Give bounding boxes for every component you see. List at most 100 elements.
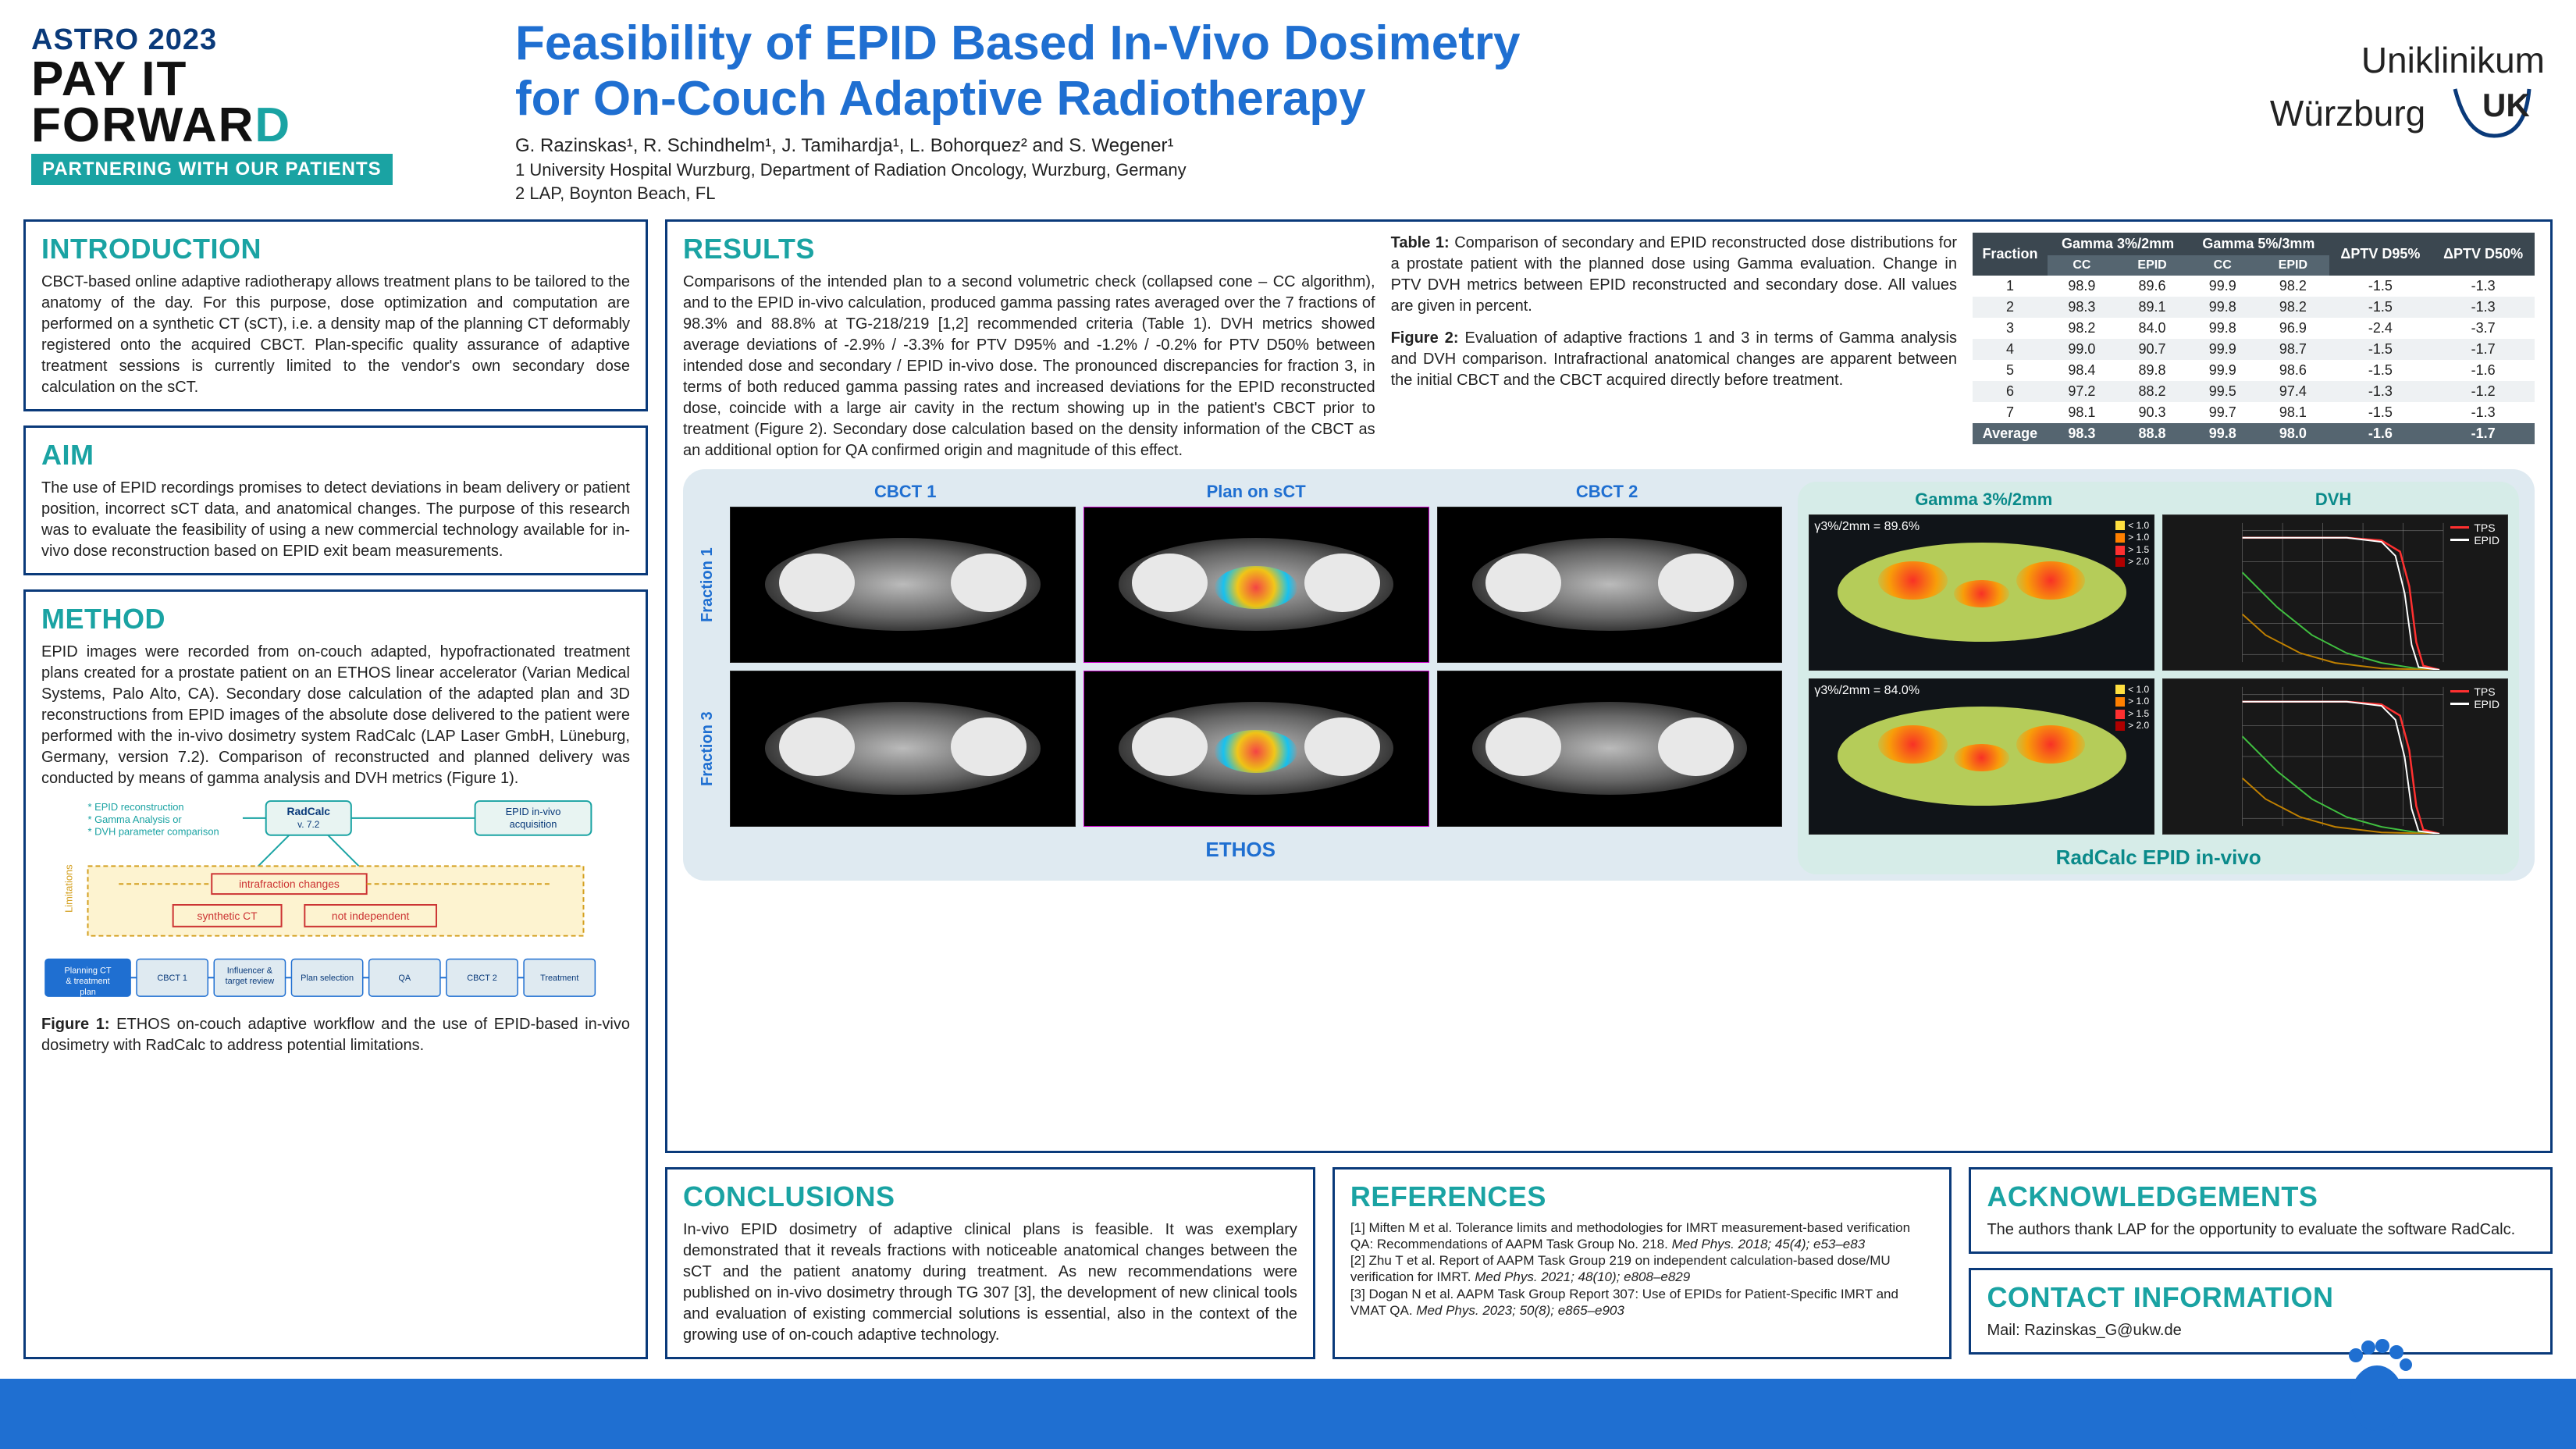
poster-header: ASTRO 2023 PAY IT FORWARD PARTNERING WIT… bbox=[0, 0, 2576, 212]
reference-item: [3] Dogan N et al. AAPM Task Group Repor… bbox=[1350, 1286, 1934, 1319]
method-heading: METHOD bbox=[41, 603, 630, 635]
introduction-text: CBCT-based online adaptive radiotherapy … bbox=[41, 272, 630, 398]
svg-text:plan: plan bbox=[80, 988, 96, 997]
title-line-2: for On-Couch Adaptive Radiotherapy bbox=[515, 72, 1366, 126]
gamma-map-thumb: γ3%/2mm = 89.6% < 1.0> 1.0> 1.5> 2.0 bbox=[1809, 514, 2154, 671]
ethos-block: CBCT 1 Plan on sCT CBCT 2 Fraction 1 Frac… bbox=[699, 482, 1782, 874]
conclusions-heading: CONCLUSIONS bbox=[683, 1180, 1297, 1213]
figure-1-workflow: * EPID reconstruction * Gamma Analysis o… bbox=[41, 796, 630, 1014]
conf-tagline-2b: D bbox=[254, 98, 291, 152]
introduction-heading: INTRODUCTION bbox=[41, 233, 630, 265]
svg-text:EPID in-vivo: EPID in-vivo bbox=[506, 806, 561, 817]
acknowledgements-heading: ACKNOWLEDGEMENTS bbox=[1987, 1180, 2535, 1213]
radcalc-col-2: DVH bbox=[2158, 490, 2508, 514]
conf-tagline-1: PAY IT bbox=[31, 57, 484, 103]
inst-name-2: Würzburg bbox=[2270, 93, 2425, 134]
conf-tagline-2a: FORWAR bbox=[31, 98, 254, 152]
table-1-caption: Table 1: Comparison of secondary and EPI… bbox=[1391, 233, 1957, 317]
svg-text:Treatment: Treatment bbox=[540, 974, 578, 983]
table-row: 198.989.699.998.2-1.5-1.3 bbox=[1973, 276, 2535, 297]
radcalc-block: Gamma 3%/2mm DVH γ3%/2mm = 89.6% < 1.0> … bbox=[1798, 482, 2519, 874]
affiliation-1: 1 University Hospital Wurzburg, Departme… bbox=[515, 160, 2139, 180]
table-row: 499.090.799.998.7-1.5-1.7 bbox=[1973, 339, 2535, 360]
dvh-thumb: TPS EPID bbox=[2162, 678, 2508, 835]
ethos-footer: ETHOS bbox=[699, 835, 1782, 862]
authors: G. Razinskas¹, R. Schindhelm¹, J. Tamiha… bbox=[515, 135, 2139, 157]
conf-banner: PARTNERING WITH OUR PATIENTS bbox=[31, 154, 393, 185]
title-block: Feasibility of EPID Based In-Vivo Dosime… bbox=[484, 16, 2139, 204]
gamma-map-thumb: γ3%/2mm = 84.0% < 1.0> 1.0> 1.5> 2.0 bbox=[1809, 678, 2154, 835]
svg-text:Influencer &: Influencer & bbox=[227, 966, 273, 975]
table-row: 398.284.099.896.9-2.4-3.7 bbox=[1973, 318, 2535, 339]
results-panel: RESULTS Comparisons of the intended plan… bbox=[665, 219, 2553, 1153]
references-heading: REFERENCES bbox=[1350, 1180, 1934, 1213]
introduction-panel: INTRODUCTION CBCT-based online adaptive … bbox=[23, 219, 648, 411]
conclusions-panel: CONCLUSIONS In-vivo EPID dosimetry of ad… bbox=[665, 1167, 1315, 1359]
references-panel: REFERENCES [1] Miften M et al. Tolerance… bbox=[1332, 1167, 1952, 1359]
results-text: Comparisons of the intended plan to a se… bbox=[683, 272, 1375, 461]
table-row: 298.389.199.898.2-1.5-1.3 bbox=[1973, 297, 2535, 318]
radcalc-col-1: Gamma 3%/2mm bbox=[1809, 490, 2158, 514]
conclusions-text: In-vivo EPID dosimetry of adaptive clini… bbox=[683, 1219, 1297, 1346]
svg-text:* EPID reconstruction: * EPID reconstruction bbox=[88, 801, 184, 813]
svg-text:synthetic CT: synthetic CT bbox=[197, 909, 258, 921]
conf-year: 2023 bbox=[148, 23, 218, 56]
plan-on-sct-thumb bbox=[1083, 507, 1429, 663]
radcalc-footer: RadCalc EPID in-vivo bbox=[1809, 842, 2508, 870]
svg-text:* Gamma Analysis or: * Gamma Analysis or bbox=[88, 813, 183, 824]
aim-panel: AIM The use of EPID recordings promises … bbox=[23, 425, 648, 575]
title-line-1: Feasibility of EPID Based In-Vivo Dosime… bbox=[515, 16, 1520, 70]
reference-item: [1] Miften M et al. Tolerance limits and… bbox=[1350, 1219, 1934, 1253]
svg-text:RadCalc: RadCalc bbox=[287, 805, 331, 817]
table-1: FractionGamma 3%/2mmGamma 5%/3mmΔPTV D95… bbox=[1973, 233, 2535, 461]
inst-mark: UK bbox=[2451, 81, 2545, 151]
svg-text:Limitations: Limitations bbox=[63, 864, 75, 913]
results-heading: RESULTS bbox=[683, 233, 1375, 265]
aim-text: The use of EPID recordings promises to d… bbox=[41, 478, 630, 562]
table-average-row: Average98.388.899.898.0-1.6-1.7 bbox=[1973, 423, 2535, 444]
footprint-icon bbox=[2334, 1332, 2420, 1433]
method-panel: METHOD EPID images were recorded from on… bbox=[23, 589, 648, 1359]
figure-2: CBCT 1 Plan on sCT CBCT 2 Fraction 1 Frac… bbox=[683, 469, 2535, 881]
ethos-col-3: CBCT 2 bbox=[1432, 482, 1782, 507]
footer-bar bbox=[0, 1379, 2576, 1449]
svg-text:target review: target review bbox=[226, 977, 275, 986]
svg-text:Plan selection: Plan selection bbox=[301, 974, 354, 983]
contact-panel: CONTACT INFORMATION Mail: Razinskas_G@uk… bbox=[1969, 1268, 2553, 1355]
svg-text:UK: UK bbox=[2482, 87, 2530, 123]
cbct-thumb bbox=[1437, 671, 1783, 827]
table-row: 697.288.299.597.4-1.3-1.2 bbox=[1973, 381, 2535, 402]
institution-logo: Uniklinikum Würzburg UK bbox=[2139, 16, 2545, 151]
cbct-thumb bbox=[1437, 507, 1783, 663]
svg-text:v. 7.2: v. 7.2 bbox=[297, 818, 320, 829]
method-text: EPID images were recorded from on-couch … bbox=[41, 642, 630, 789]
conf-name: ASTRO bbox=[31, 23, 139, 56]
figure-1-caption: Figure 1: ETHOS on-couch adaptive workfl… bbox=[41, 1014, 630, 1056]
svg-text:& treatment: & treatment bbox=[66, 977, 109, 986]
svg-text:acquisition: acquisition bbox=[510, 817, 557, 829]
contact-text: Mail: Razinskas_G@ukw.de bbox=[1987, 1320, 2535, 1341]
fraction-row-label: Fraction 3 bbox=[699, 671, 722, 827]
table-row: 598.489.899.998.6-1.5-1.6 bbox=[1973, 360, 2535, 381]
svg-text:intrafraction changes: intrafraction changes bbox=[239, 878, 340, 890]
inst-name-1: Uniklinikum bbox=[2361, 40, 2545, 80]
aim-heading: AIM bbox=[41, 439, 630, 472]
acknowledgements-panel: ACKNOWLEDGEMENTS The authors thank LAP f… bbox=[1969, 1167, 2553, 1254]
acknowledgements-text: The authors thank LAP for the opportunit… bbox=[1987, 1219, 2535, 1241]
ethos-col-1: CBCT 1 bbox=[730, 482, 1080, 507]
ethos-col-2: Plan on sCT bbox=[1080, 482, 1431, 507]
cbct-thumb bbox=[730, 671, 1076, 827]
table-row: 798.190.399.798.1-1.5-1.3 bbox=[1973, 402, 2535, 423]
conference-logo: ASTRO 2023 PAY IT FORWARD PARTNERING WIT… bbox=[31, 16, 484, 185]
svg-text:QA: QA bbox=[398, 974, 411, 983]
svg-text:not independent: not independent bbox=[332, 909, 410, 921]
figure-2-caption: Figure 2: Evaluation of adaptive fractio… bbox=[1391, 328, 1957, 391]
fraction-row-label: Fraction 1 bbox=[699, 507, 722, 663]
svg-text:CBCT 2: CBCT 2 bbox=[467, 974, 497, 983]
cbct-thumb bbox=[730, 507, 1076, 663]
affiliation-2: 2 LAP, Boynton Beach, FL bbox=[515, 183, 2139, 204]
svg-text:* DVH parameter comparison: * DVH parameter comparison bbox=[88, 825, 219, 837]
reference-item: [2] Zhu T et al. Report of AAPM Task Gro… bbox=[1350, 1252, 1934, 1286]
dvh-thumb: TPS EPID bbox=[2162, 514, 2508, 671]
plan-on-sct-thumb bbox=[1083, 671, 1429, 827]
